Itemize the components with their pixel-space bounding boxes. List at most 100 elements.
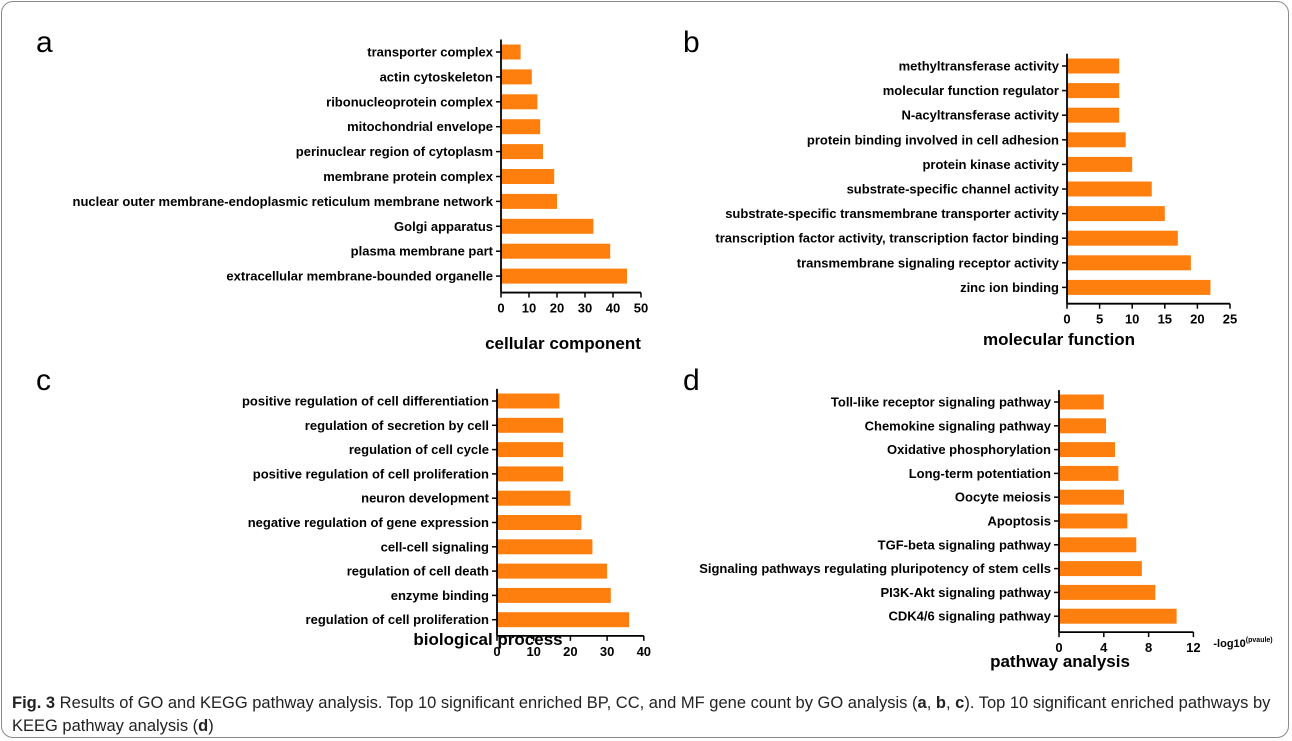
category-label: Signaling pathways regulating pluripoten… — [699, 561, 1051, 576]
category-label: cell-cell signaling — [381, 539, 489, 554]
caption-sep-2: , — [945, 694, 956, 712]
category-label: regulation of cell cycle — [349, 442, 489, 457]
category-label: molecular function regulator — [883, 83, 1059, 98]
bar — [1067, 279, 1211, 295]
category-label: transporter complex — [367, 45, 493, 60]
chart-panel-b: b methyltransferase activity molecular fun… — [683, 26, 1237, 349]
bar — [501, 169, 555, 184]
bar — [1059, 465, 1119, 481]
bar — [501, 69, 532, 85]
bar — [501, 218, 594, 234]
panel-letter-b: b — [683, 26, 700, 59]
bar — [501, 119, 541, 135]
category-label: negative regulation of gene expression — [248, 515, 489, 530]
bar — [1059, 418, 1107, 434]
category-label: protein binding involved in cell adhesio… — [807, 132, 1059, 147]
bar — [1067, 107, 1120, 123]
bar — [497, 515, 582, 530]
category-label: TGF-beta signaling pathway — [878, 537, 1052, 552]
figure-charts: a transporter complex actin cytoskeleton ri… — [36, 26, 1273, 671]
x-tick-label: 20 — [563, 644, 577, 659]
caption-fig-label: Fig. 3 — [12, 694, 56, 712]
x-tick-label: 4 — [1100, 640, 1108, 655]
x-tick-label: 40 — [637, 644, 651, 659]
bar — [497, 417, 564, 433]
category-label: mitochondrial envelope — [347, 119, 493, 134]
bar — [501, 144, 543, 160]
bar — [1067, 156, 1133, 172]
x-axis-title: pathway analysis — [990, 652, 1130, 671]
category-label: Long-term potentiation — [909, 466, 1051, 481]
bar — [501, 94, 538, 110]
x-unit-label: -log10(pvaule) — [1213, 637, 1272, 650]
category-label: PI3K-Akt signaling pathway — [881, 585, 1052, 600]
category-label: regulation of cell proliferation — [306, 612, 490, 627]
bar — [501, 243, 611, 259]
chart-panel-d: d Toll-like receptor signaling pathway Che… — [683, 364, 1273, 671]
caption-ref-c: c — [955, 694, 965, 712]
category-label: Oocyte meiosis — [955, 490, 1051, 505]
category-label: Oxidative phosphorylation — [887, 442, 1051, 457]
x-axis-title: biological process — [413, 630, 562, 649]
x-axis-title: cellular component — [485, 334, 641, 353]
x-tick-label: 8 — [1145, 640, 1152, 655]
category-label: transcription factor activity, transcrip… — [715, 231, 1059, 246]
bar — [1059, 584, 1156, 600]
chart-panel-c: c positive regulation of cell differentia… — [36, 364, 651, 659]
caption-ref-b: b — [935, 694, 946, 712]
x-tick-label: 30 — [600, 644, 614, 659]
category-label: regulation of cell death — [347, 564, 489, 579]
category-label: positive regulation of cell differentiat… — [242, 394, 489, 409]
x-tick-label: 5 — [1096, 312, 1103, 327]
panel-letter-a: a — [36, 26, 53, 59]
bar — [1067, 255, 1191, 271]
bar — [501, 268, 627, 284]
category-label: plasma membrane part — [351, 244, 494, 259]
bar — [1067, 58, 1120, 74]
bar — [1067, 132, 1126, 148]
x-unit-superscript: (pvaule) — [1246, 637, 1273, 644]
x-tick-label: 10 — [526, 644, 540, 659]
chart-panel-a: a transporter complex actin cytoskeleton ri… — [36, 26, 648, 353]
panel-letter-c: c — [36, 364, 51, 397]
x-tick-label: 0 — [497, 301, 504, 316]
category-label: ribonucleoprotein complex — [326, 94, 494, 109]
bar — [1059, 394, 1104, 410]
x-tick-label: 0 — [1055, 640, 1062, 655]
bar — [1067, 181, 1152, 197]
caption-ref-d: d — [198, 717, 209, 735]
caption-text-3: ) — [208, 717, 214, 735]
category-label: methyltransferase activity — [899, 59, 1060, 74]
category-label: neuron development — [361, 491, 490, 506]
bar — [497, 466, 564, 482]
category-label: membrane protein complex — [323, 169, 494, 184]
bar — [1059, 561, 1142, 577]
x-tick-label: 12 — [1186, 640, 1200, 655]
x-tick-label: 25 — [1223, 312, 1237, 327]
bar — [497, 563, 608, 579]
x-tick-label: 0 — [1063, 312, 1070, 327]
category-label: positive regulation of cell proliferatio… — [253, 466, 489, 481]
bar — [501, 193, 557, 209]
bar — [497, 490, 571, 506]
caption-text-2: ). Top 10 significant enriched pathways … — [12, 694, 1271, 735]
x-tick-label: 40 — [606, 301, 620, 316]
figure-caption: Fig. 3 Results of GO and KEGG pathway an… — [12, 692, 1282, 738]
x-tick-label: 0 — [493, 644, 500, 659]
category-label: enzyme binding — [391, 588, 489, 603]
category-label: substrate-specific transmembrane transpo… — [725, 206, 1060, 221]
bar — [497, 539, 593, 555]
x-tick-label: 20 — [1190, 312, 1204, 327]
bar — [497, 612, 630, 628]
bar — [1067, 83, 1120, 99]
x-tick-label: 10 — [522, 301, 536, 316]
category-label: nuclear outer membrane-endoplasmic retic… — [73, 194, 494, 209]
x-tick-label: 20 — [550, 301, 564, 316]
bar — [497, 393, 560, 409]
x-tick-label: 15 — [1158, 312, 1172, 327]
bar — [1059, 608, 1177, 624]
bar — [1059, 489, 1124, 505]
category-label: zinc ion binding — [960, 280, 1059, 295]
bar — [497, 442, 564, 458]
x-tick-label: 10 — [1125, 312, 1139, 327]
